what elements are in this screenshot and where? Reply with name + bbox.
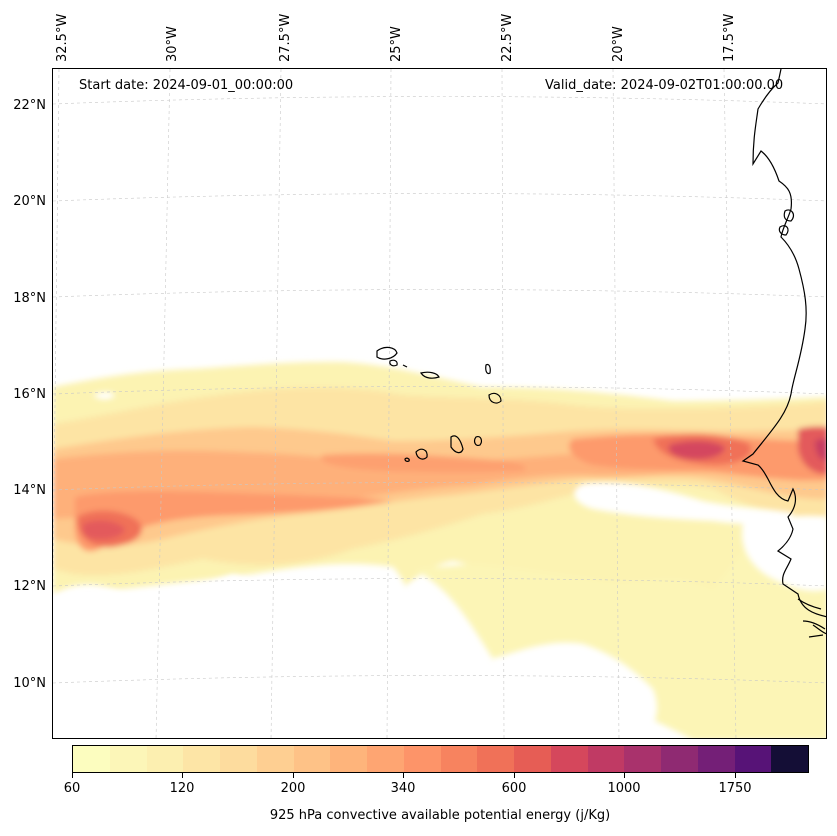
colorbar-label-1750: 1750 [718, 781, 752, 796]
island-brava [404, 457, 410, 462]
lat-label-18n: 18°N [13, 291, 46, 306]
colorbar-tick-200 [293, 773, 294, 778]
parallel-12n [53, 578, 826, 587]
colorbar-segment-15 [624, 746, 661, 772]
colorbar-segment-16 [661, 746, 698, 772]
island-sao-nicolau [420, 371, 440, 379]
colorbar-segment-9 [403, 746, 441, 772]
colorbar-segment-3 [183, 746, 220, 772]
cape-region-low-south [413, 489, 826, 738]
colorbar-segment-14 [587, 746, 625, 772]
meridian-20w [612, 69, 620, 738]
lat-label-12n: 12°N [13, 579, 46, 594]
colorbar-segment-7 [330, 746, 367, 772]
lon-label-20w: 20°W [611, 26, 626, 62]
island-fogo [415, 448, 428, 460]
parallel-14n [53, 482, 826, 491]
colorbar-segment-13 [550, 746, 588, 772]
lon-label-30w: 30°W [165, 26, 180, 62]
cape-region-west-band [74, 491, 393, 552]
lat-label-10n: 10°N [13, 676, 46, 691]
meridian-30w [155, 69, 171, 738]
island-santiago [450, 435, 464, 454]
colorbar-label-200: 200 [280, 781, 306, 796]
parallel-18n [53, 289, 826, 298]
colorbar-segment-8 [367, 746, 404, 772]
no-cape-east-pocket [574, 482, 793, 525]
island-santo-antao [376, 346, 398, 360]
cape-region-east-edge-core [815, 438, 826, 461]
colorbar-segment-10 [440, 746, 478, 772]
cape-below-threshold [53, 392, 826, 738]
island-sao-vicente [389, 359, 398, 367]
no-cape-north-gap [93, 392, 115, 400]
island-maio [474, 436, 482, 446]
africa-coastline [741, 69, 826, 618]
colorbar-segment-11 [477, 746, 514, 772]
colorbar-segment-1 [109, 746, 147, 772]
colorbar-segment-6 [293, 746, 331, 772]
colorbar-segment-12 [514, 746, 551, 772]
cape-region-coast-core [668, 440, 725, 460]
colorbar-tick-600 [514, 773, 515, 778]
colorbar-label-120: 120 [169, 781, 195, 796]
island-canary-2 [778, 225, 789, 236]
colorbar-segment-17 [697, 746, 735, 772]
meridian-17-5w [723, 69, 737, 738]
lat-label-14n: 14°N [13, 483, 46, 498]
coast-bissau-islands [797, 598, 826, 638]
colorbar-segment-19 [771, 746, 808, 772]
map-canvas [53, 69, 826, 738]
colorbar [72, 745, 809, 773]
coastlines [376, 69, 826, 638]
cape-region-east-edge-max [798, 426, 826, 474]
colorbar-segment-2 [146, 746, 184, 772]
colorbar-label-340: 340 [390, 781, 416, 796]
colorbar-tick-340 [403, 773, 404, 778]
island-boa-vista [488, 392, 502, 404]
lon-label-32-5w: 32.5°W [55, 13, 70, 62]
lat-label-22n: 22°N [13, 98, 46, 113]
no-cape-coast-south [742, 515, 826, 591]
graticule [53, 69, 826, 738]
island-santa-luzia [402, 364, 408, 368]
colorbar-label-60: 60 [63, 781, 81, 796]
island-sal [485, 363, 491, 375]
colorbar-tick-60 [72, 773, 73, 778]
meridian-22-5w [501, 69, 505, 738]
colorbar-title: 925 hPa convective available potential e… [269, 808, 611, 823]
start-date-label: Start date: 2024-09-01_00:00:00 [79, 78, 294, 93]
colorbar-segment-0 [73, 746, 110, 772]
colorbar-segment-4 [220, 746, 257, 772]
parallel-22n [53, 96, 826, 105]
lat-label-16n: 16°N [13, 387, 46, 402]
parallel-20n [53, 193, 826, 202]
cape-region-west-core [82, 520, 125, 540]
colorbar-tick-1000 [624, 773, 625, 778]
lon-label-27-5w: 27.5°W [278, 13, 293, 62]
lat-label-20n: 20°N [13, 194, 46, 209]
valid-date-label: Valid_date: 2024-09-02T01:00:00.00 [545, 78, 784, 93]
no-cape-south-mid [373, 697, 491, 738]
cape-region-central-patch [321, 453, 526, 473]
no-cape-south-west [53, 563, 417, 727]
colorbar-segment-5 [256, 746, 294, 772]
parallel-10n [53, 675, 826, 684]
colorbar-tick-120 [182, 773, 183, 778]
colorbar-label-600: 600 [501, 781, 527, 796]
colorbar-tick-1750 [735, 773, 736, 778]
lon-label-22-5w: 22.5°W [500, 13, 515, 62]
lon-label-25w: 25°W [389, 26, 404, 62]
map-plot-area [52, 68, 827, 739]
colorbar-segment-18 [734, 746, 772, 772]
island-canary-1 [783, 209, 795, 222]
meridian-27-5w [270, 69, 282, 738]
meridian-25w [386, 69, 392, 738]
lon-label-17-5w: 17.5°W [722, 13, 737, 62]
no-cape-south-central [485, 642, 657, 738]
parallel-16n [53, 386, 826, 395]
colorbar-label-1000: 1000 [607, 781, 641, 796]
